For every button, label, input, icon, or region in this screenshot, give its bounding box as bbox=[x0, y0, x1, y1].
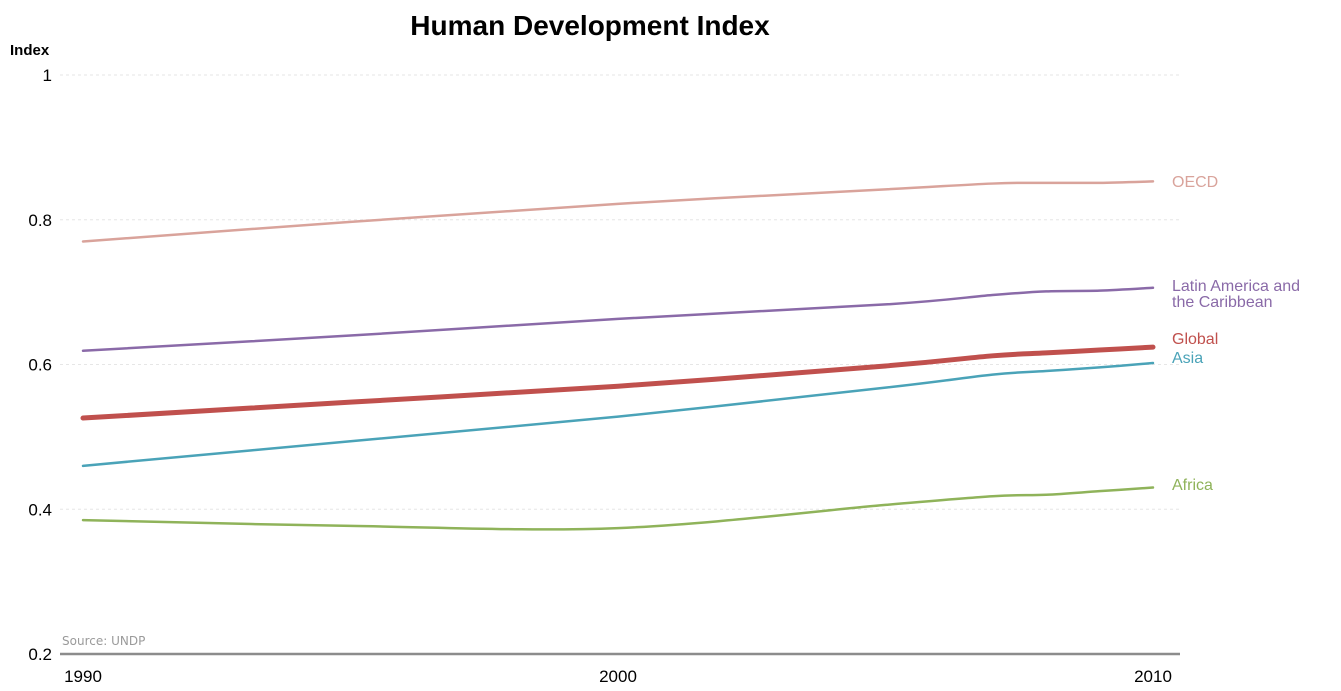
x-tick-label: 1990 bbox=[64, 667, 102, 686]
x-tick-label: 2000 bbox=[599, 667, 637, 686]
series-labels: OECD Latin America and the Caribbean Global… bbox=[1172, 174, 1300, 494]
series-label: Latin America and the Caribbean bbox=[1172, 278, 1300, 311]
series-line-africa bbox=[81, 486, 1155, 531]
chart-title: Human Development Index bbox=[410, 10, 770, 41]
x-axis-ticks: 1990 2000 2010 bbox=[64, 667, 1172, 686]
y-tick-label: 0.2 bbox=[28, 645, 52, 664]
series-line-latin-america-and-the-caribbean bbox=[81, 286, 1155, 352]
series-line-oecd bbox=[81, 180, 1155, 243]
y-tick-label: 1 bbox=[43, 66, 52, 85]
series-line-global bbox=[80, 344, 1156, 421]
y-tick-label: 0.8 bbox=[28, 211, 52, 230]
source-note: Source: UNDP bbox=[62, 634, 145, 648]
x-tick-label: 2010 bbox=[1134, 667, 1172, 686]
y-tick-label: 0.4 bbox=[28, 500, 52, 519]
y-axis-ticks: 0.2 0.4 0.6 0.8 1 bbox=[28, 66, 52, 664]
y-tick-label: 0.6 bbox=[28, 356, 52, 375]
series-label: OECD bbox=[1172, 174, 1218, 191]
series-lines bbox=[80, 180, 1156, 531]
series-label-line: Latin America and bbox=[1172, 278, 1300, 295]
series-label: Global bbox=[1172, 331, 1218, 348]
series-label: Asia bbox=[1172, 350, 1203, 367]
grid bbox=[60, 74, 1180, 510]
series-label-line: the Caribbean bbox=[1172, 294, 1273, 311]
y-axis-label: Index bbox=[10, 42, 50, 59]
series-line-asia bbox=[81, 361, 1155, 468]
series-label: Africa bbox=[1172, 477, 1213, 494]
